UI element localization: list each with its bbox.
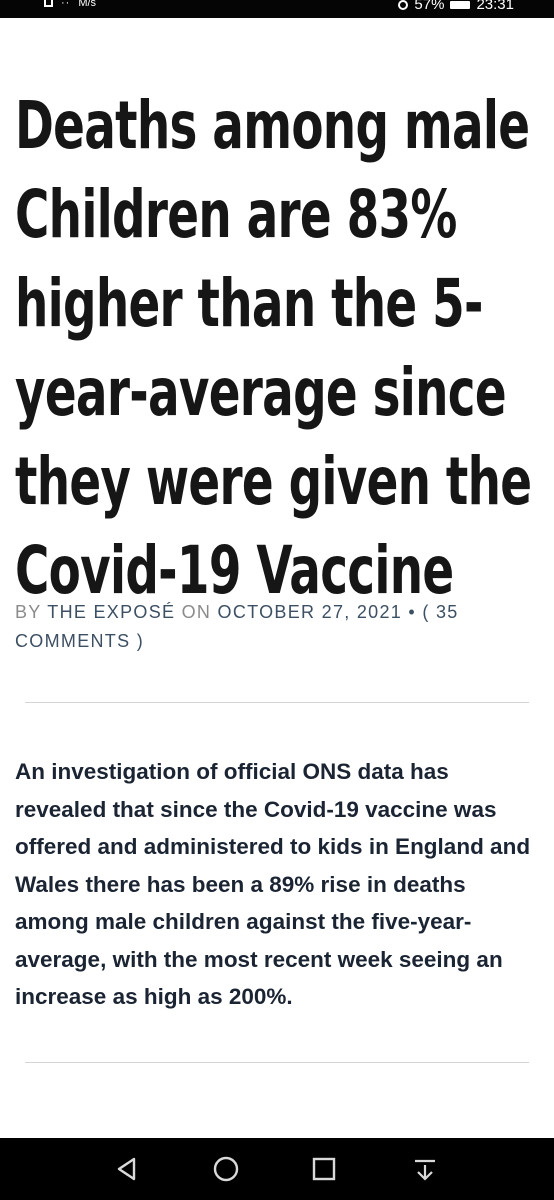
date-link[interactable]: OCTOBER 27, 2021: [217, 602, 403, 622]
comments-link[interactable]: ( 35 COMMENTS ): [15, 602, 459, 651]
byline-bullet: •: [408, 602, 417, 622]
article-byline: BY THE EXPOSÉ ON OCTOBER 27, 2021 • ( 35…: [15, 598, 540, 656]
network-speed: M/s: [78, 0, 97, 9]
notification-pull-icon[interactable]: [410, 1154, 440, 1184]
home-icon[interactable]: [211, 1154, 241, 1184]
byline-by: BY: [15, 602, 42, 622]
back-icon[interactable]: [112, 1154, 142, 1184]
article-headline: Deaths among male Children are 83% highe…: [15, 87, 532, 609]
battery-percent: 57%: [414, 0, 445, 13]
notification-icon: [44, 0, 53, 7]
signal-dots-icon: ··: [61, 0, 71, 9]
status-bar: ·· M/s 57% 23:31: [0, 0, 554, 18]
divider-bottom: [25, 1062, 529, 1063]
battery-icon: [450, 0, 471, 9]
lead-paragraph: An investigation of official ONS data ha…: [15, 759, 531, 1009]
clock-time: 23:31: [476, 0, 514, 13]
navigation-bar: [0, 1138, 554, 1200]
status-right-group: 57% 23:31: [398, 0, 514, 13]
alarm-icon: [398, 0, 409, 10]
byline-on: ON: [181, 602, 212, 622]
divider-top: [25, 702, 529, 703]
author-link[interactable]: THE EXPOSÉ: [47, 602, 176, 622]
recents-icon[interactable]: [309, 1154, 339, 1184]
status-left-group: ·· M/s: [44, 0, 96, 9]
